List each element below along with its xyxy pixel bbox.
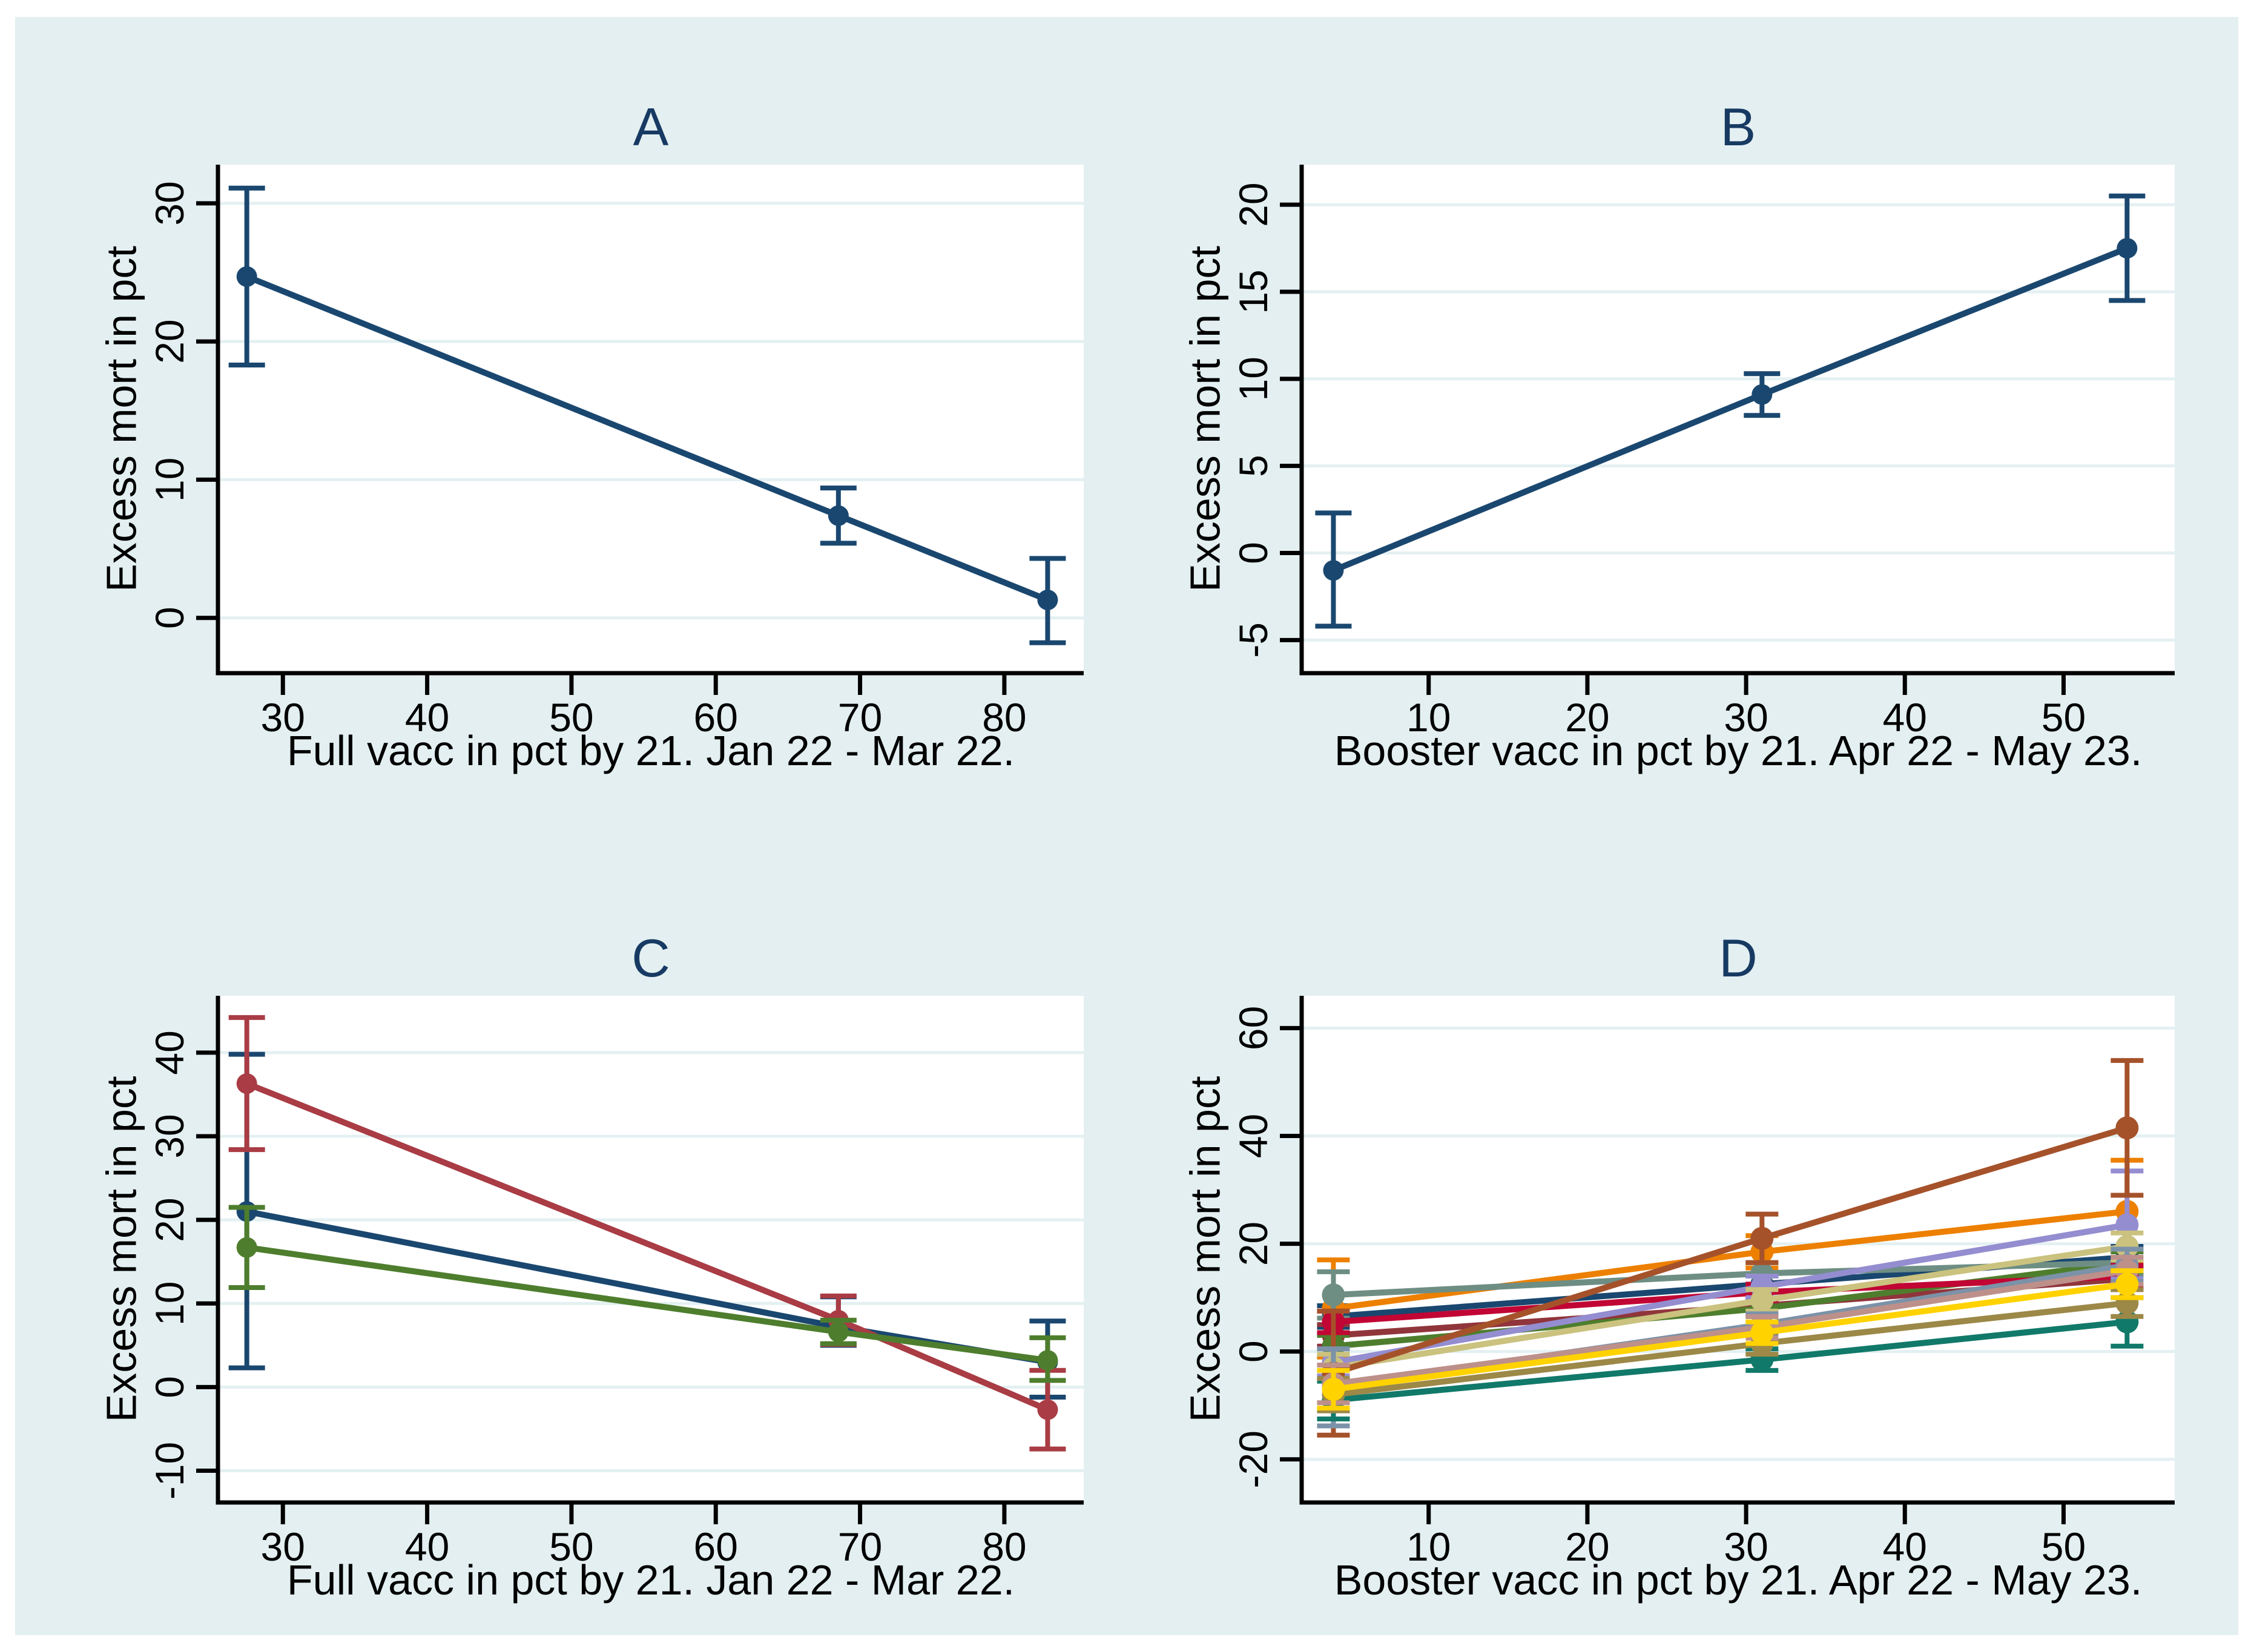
panel-C-y-tick-label: 20 xyxy=(147,1197,192,1242)
panel-A: 0 10 20 30 30 40 50 60 70 80 A Full vacc in pct by … xyxy=(98,97,1084,774)
panel-C-title: C xyxy=(631,928,670,988)
panel-D-series-country-gold-marker xyxy=(1750,1321,1774,1344)
panel-B-x-tick-label: 50 xyxy=(2041,695,2086,740)
panel-D: -20 0 20 40 60 10 20 30 40 50 D Booster vacc in pct… xyxy=(1182,928,2175,1604)
panel-C-y-tick-label: -10 xyxy=(147,1442,192,1499)
panel-B-series-all-countries-marker xyxy=(2117,238,2138,259)
panel-B-y-tick-label: 10 xyxy=(1231,357,1276,401)
panel-D-plot-area xyxy=(1302,996,2175,1502)
panel-B-y-tick-label: 0 xyxy=(1231,542,1276,564)
panel-B-y-tick-label: 20 xyxy=(1231,182,1276,226)
panel-B-series-all-countries-marker xyxy=(1323,560,1344,581)
panel-A-x-tick-label: 40 xyxy=(405,695,449,740)
panel-D-y-tick-label: 60 xyxy=(1231,1006,1276,1050)
panel-D-series-country-khaki-marker xyxy=(2115,1235,2139,1259)
panel-C-plot-area xyxy=(218,996,1084,1502)
panel-A-y-tick-label: 0 xyxy=(147,607,192,629)
panel-D-series-country-khaki-marker xyxy=(1750,1289,1774,1312)
panel-B-x-tick-label: 20 xyxy=(1565,695,1609,740)
panel-A-x-tick-label: 70 xyxy=(838,695,882,740)
panel-A-y-tick-label: 30 xyxy=(147,181,192,225)
panel-D-series-country-teal-marker xyxy=(1322,1283,1345,1307)
panel-C-x-tick-label: 50 xyxy=(549,1524,593,1569)
panel-C-x-tick-label: 70 xyxy=(838,1524,882,1569)
panel-C-x-tick-label: 80 xyxy=(982,1524,1026,1569)
panel-B: -5 0 5 10 15 20 10 20 30 40 50 B Booster vacc in pct… xyxy=(1182,97,2175,774)
panel-D-title: D xyxy=(1719,928,1758,988)
panel-D-y-axis-title: Excess mort in pct xyxy=(1182,1076,1229,1423)
panel-A-y-axis-title: Excess mort in pct xyxy=(98,246,145,592)
panel-B-y-tick-label: 15 xyxy=(1231,269,1276,314)
panel-D-y-tick-label: 0 xyxy=(1231,1340,1276,1363)
panel-A-x-tick-label: 50 xyxy=(549,695,593,740)
panel-C-y-tick-label: 40 xyxy=(147,1030,192,1074)
panel-C-x-axis-title: Full vacc in pct by 21. Jan 22 - Mar 22. xyxy=(287,1556,1015,1604)
panel-C-y-axis-title: Excess mort in pct xyxy=(98,1076,145,1423)
panel-C-x-tick-label: 60 xyxy=(694,1524,738,1569)
panel-D-y-tick-label: 20 xyxy=(1231,1222,1276,1266)
panel-D-x-axis-title: Booster vacc in pct by 21. Apr 22 - May … xyxy=(1334,1556,2143,1604)
panel-D-series-country-gold-marker xyxy=(1322,1378,1345,1401)
panel-A-y-tick-label: 10 xyxy=(147,458,192,502)
panel-A-x-axis-title: Full vacc in pct by 21. Jan 22 - Mar 22. xyxy=(287,727,1015,774)
panel-C: -10 0 10 20 30 40 30 40 50 60 70 80 C Full vacc in pc… xyxy=(98,928,1084,1604)
panel-C-series-group-green-marker xyxy=(828,1321,849,1343)
panel-D-x-tick-label: 20 xyxy=(1565,1524,1609,1569)
panel-B-y-tick-label: 5 xyxy=(1231,455,1276,477)
panel-C-series-group-red-marker xyxy=(236,1073,257,1094)
panel-D-x-tick-label: 10 xyxy=(1406,1524,1451,1569)
panel-C-y-tick-label: 0 xyxy=(147,1376,192,1398)
panel-D-series-country-sienna-marker xyxy=(2115,1116,2139,1140)
panel-D-y-tick-label: 40 xyxy=(1231,1114,1276,1158)
panel-B-y-axis-title: Excess mort in pct xyxy=(1182,246,1229,592)
panel-B-x-tick-label: 30 xyxy=(1724,695,1768,740)
panel-A-title: A xyxy=(633,97,669,157)
panel-A-x-tick-label: 30 xyxy=(261,695,305,740)
panel-A-plot-area xyxy=(218,165,1084,673)
panel-C-y-tick-label: 10 xyxy=(147,1282,192,1326)
panel-B-y-tick-label: -5 xyxy=(1231,622,1276,658)
panel-C-series-group-green-marker xyxy=(1037,1350,1058,1371)
panel-C-series-group-green-marker xyxy=(236,1237,257,1258)
panel-B-plot-area xyxy=(1302,165,2175,673)
panel-D-y-tick-label: -20 xyxy=(1231,1430,1276,1488)
panel-A-series-all-countries-marker xyxy=(828,505,849,526)
panel-D-x-tick-label: 50 xyxy=(2041,1524,2086,1569)
panel-A-x-tick-label: 80 xyxy=(982,695,1026,740)
panel-C-x-tick-label: 30 xyxy=(261,1524,305,1569)
panel-D-series-country-gold-marker xyxy=(2115,1272,2139,1296)
panel-C-y-tick-label: 30 xyxy=(147,1114,192,1158)
panel-A-y-tick-label: 20 xyxy=(147,319,192,363)
panel-B-x-tick-label: 10 xyxy=(1406,695,1451,740)
panel-C-series-group-red-marker xyxy=(1037,1399,1058,1420)
panel-D-x-tick-label: 40 xyxy=(1883,1524,1927,1569)
panel-B-series-all-countries-marker xyxy=(1751,384,1773,405)
panel-D-x-tick-label: 30 xyxy=(1724,1524,1768,1569)
panel-A-series-all-countries-marker xyxy=(236,266,257,287)
panel-B-title: B xyxy=(1721,97,1756,157)
panel-A-x-tick-label: 60 xyxy=(694,695,738,740)
panel-B-x-axis-title: Booster vacc in pct by 21. Apr 22 - May … xyxy=(1334,727,2143,774)
panel-D-series-country-sienna-marker xyxy=(1750,1226,1774,1250)
panel-B-x-tick-label: 40 xyxy=(1883,695,1927,740)
panel-A-series-all-countries-marker xyxy=(1037,590,1058,611)
panel-C-x-tick-label: 40 xyxy=(405,1524,449,1569)
